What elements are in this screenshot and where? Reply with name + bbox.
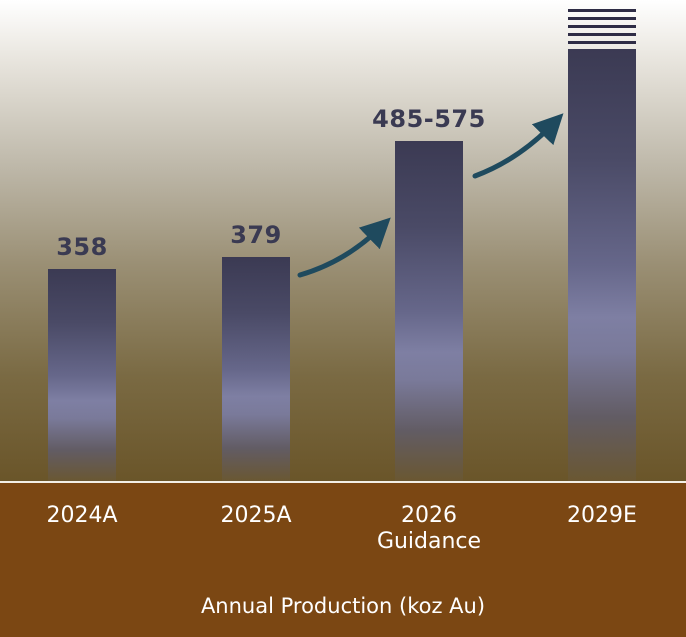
projection-stripe-2 <box>568 16 636 20</box>
x-tick-label-3: 2026 Guidance <box>376 503 482 554</box>
bar-1 <box>48 269 116 482</box>
projection-stripe-4 <box>568 32 636 36</box>
projection-stripe-1 <box>568 8 636 12</box>
x-axis-title: Annual Production (koz Au) <box>200 594 486 618</box>
bar-value-label-1: 358 <box>56 233 108 262</box>
growth-arrows <box>297 113 564 278</box>
x-tick-label-1: 2024A <box>46 503 118 528</box>
x-axis-band <box>0 483 686 637</box>
bar-value-label-3: 485-575 <box>372 104 486 133</box>
bar-3 <box>395 140 463 482</box>
x-tick-label-4: 2029E <box>567 503 637 528</box>
bar-4 <box>568 48 636 482</box>
projection-stripe-3 <box>568 24 636 28</box>
x-axis-line <box>0 481 686 483</box>
projection-stripe-5 <box>568 40 636 44</box>
x-tick-label-2: 2025A <box>220 503 292 528</box>
growth-arrow-2 <box>472 113 564 179</box>
growth-arrow-1 <box>297 217 391 278</box>
bar-value-label-2: 379 <box>230 221 282 250</box>
bar-2 <box>222 257 290 482</box>
